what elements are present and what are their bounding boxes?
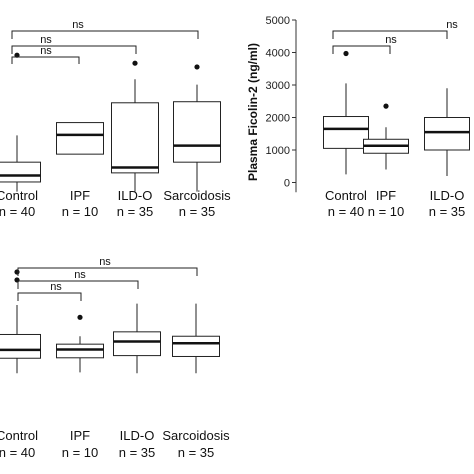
n-label: n = 10 [368,204,405,219]
box-ild-o [111,60,159,192]
category-label: IPF [376,188,396,203]
iqr-box [0,333,41,359]
n-label: n = 35 [178,445,215,460]
category-label: ILD-O [430,188,465,203]
significance-label: ns [40,45,52,57]
n-label: n = 35 [179,204,216,219]
box-ipf [56,122,104,155]
iqr-box [172,335,220,357]
bracket-line [332,30,448,39]
bracket-line [11,30,199,39]
boxplot-panel-3: Control n = 40 IPF n = 10 ILD-O n = 35 Sarcoid… [0,256,230,460]
outlier-point [77,314,83,320]
iqr-box [111,102,159,174]
box-ipf [363,103,409,170]
bracket-line [332,45,391,54]
y-axis-label: Plasma Ficolin-2 (ng/ml) [246,43,260,181]
n-label: n = 10 [62,204,99,219]
iqr-box [56,122,104,155]
iqr-box [113,331,161,357]
significance-label: ns [446,19,458,31]
box-sarcoidosis [173,64,221,192]
comparison-bracket: ns [11,34,137,54]
y-tick-label: 3000 [266,80,290,92]
bracket-line [11,56,80,64]
iqr-box [56,343,104,359]
category-label: Control [325,188,367,203]
outlier-point [383,103,389,109]
y-tick-label: 5000 [266,15,290,27]
n-label: n = 35 [117,204,154,219]
y-tick-label: 2000 [266,113,290,125]
box-ild-o [424,88,470,176]
outlier-point [343,50,349,57]
comparison-bracket: ns [11,19,199,39]
outlier-point [14,52,20,58]
outlier-point [14,269,20,275]
n-label: n = 35 [429,204,466,219]
category-label: ILD-O [118,188,153,203]
category-label: Control [0,188,38,203]
box-sarcoidosis [172,303,220,374]
box-control [0,269,41,374]
n-label: n = 40 [328,204,365,219]
significance-label: ns [50,281,62,293]
bracket-line [17,267,198,276]
box-control [0,52,41,192]
significance-label: ns [385,34,397,46]
n-label: n = 10 [62,445,99,460]
y-tick-label: 1000 [266,145,290,157]
comparison-bracket: ns [11,45,80,64]
comparison-bracket: ns [17,281,82,301]
category-label: ILD-O [120,428,155,443]
category-label: IPF [70,188,90,203]
box-ipf [56,314,104,373]
iqr-box [323,116,369,149]
bracket-line [17,292,82,301]
comparison-bracket: ns [332,34,397,54]
n-label: n = 40 [0,204,35,219]
significance-label: ns [72,19,84,31]
category-label: Control [0,428,38,443]
iqr-box [173,101,221,163]
box-control [323,50,369,175]
y-tick-label: 0 [284,178,290,190]
y-tick-label: 4000 [266,48,290,60]
outlier-point [14,277,20,283]
comparison-bracket: ns [17,256,198,276]
category-label: IPF [70,428,90,443]
significance-label: ns [40,34,52,46]
outlier-point [194,64,200,70]
box-ild-o [113,303,161,374]
iqr-box [424,117,470,151]
iqr-box [0,161,41,183]
outlier-point [132,60,138,66]
comparison-bracket: ns [17,269,139,289]
category-label: Sarcoidosis [163,188,231,203]
bracket-line [11,45,137,54]
boxplot-panel-2: 0 1000 2000 3000 4000 5000 Plasma Ficolin-2 (n… [246,15,470,219]
n-label: n = 40 [0,445,35,460]
comparison-bracket: ns [332,19,458,39]
bracket-line [17,280,139,289]
significance-label: ns [74,269,86,281]
n-label: n = 35 [119,445,156,460]
significance-label: ns [99,256,111,268]
category-label: Sarcoidosis [162,428,230,443]
